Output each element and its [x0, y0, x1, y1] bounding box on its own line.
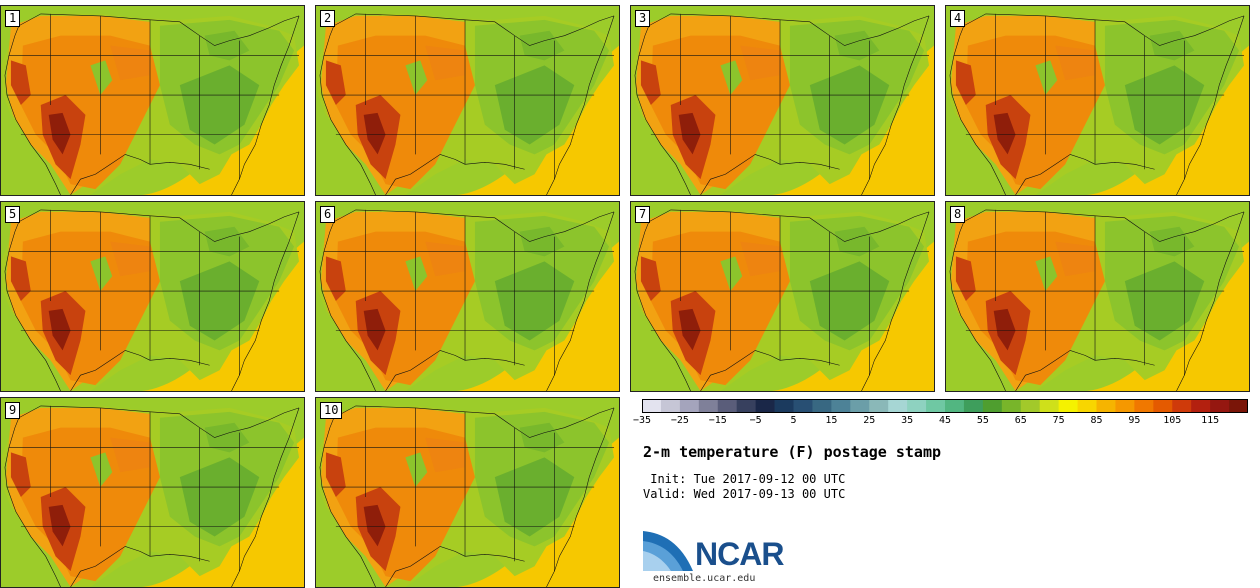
colorbar-bin	[1001, 399, 1022, 413]
temperature-map	[1, 398, 304, 587]
member-number: 4	[950, 10, 966, 27]
temperature-map	[1, 202, 304, 391]
member-number: 9	[5, 402, 21, 419]
member-number: 1	[5, 10, 21, 27]
colorbar-bin	[1191, 399, 1211, 413]
colorbar-tick-label: 105	[1163, 415, 1182, 426]
member-number: 6	[320, 206, 336, 223]
colorbar-bin	[774, 399, 794, 413]
colorbar-bin	[642, 399, 662, 413]
member-number: 2	[320, 10, 336, 27]
temperature-map	[631, 6, 934, 195]
ensemble-member-1[interactable]: 1	[0, 5, 305, 196]
colorbar-bin	[888, 399, 908, 413]
ensemble-member-6[interactable]: 6	[315, 201, 620, 392]
colorbar-tick-label: 75	[1052, 415, 1065, 426]
colorbar-tick-label: 35	[901, 415, 914, 426]
chart-title: 2-m temperature (F) postage stamp	[643, 443, 942, 461]
colorbar-bin	[1020, 399, 1041, 413]
colorbar-bin	[736, 399, 757, 413]
ncar-swoosh-icon	[643, 531, 693, 571]
ensemble-member-9[interactable]: 9	[0, 397, 305, 588]
colorbar-tick-label: 55	[976, 415, 989, 426]
colorbar-bin	[1115, 399, 1135, 413]
ncar-logo[interactable]: NCAR ensemble.ucar.edu	[643, 531, 803, 588]
colorbar-tick-label: 65	[1014, 415, 1027, 426]
colorbar-tick-label: 115	[1201, 415, 1220, 426]
colorbar-tick-label: −15	[708, 415, 727, 426]
colorbar-bin	[963, 399, 984, 413]
colorbar-bin	[1058, 399, 1078, 413]
ensemble-member-5[interactable]: 5	[0, 201, 305, 392]
colorbar-bin	[982, 399, 1003, 413]
colorbar-tick-label: 5	[790, 415, 797, 426]
colorbar-tick-labels: −35 −25 −15 −5 5 15 25 35 45 55 65 75 85 95 105 115	[633, 415, 1248, 429]
colorbar-tick-label: 25	[863, 415, 876, 426]
colorbar-bin	[831, 399, 851, 413]
ensemble-member-3[interactable]: 3	[630, 5, 935, 196]
colorbar-bin	[1134, 399, 1154, 413]
colorbar-bin	[660, 399, 681, 413]
colorbar-bin	[1039, 399, 1060, 413]
colorbar-bin	[850, 399, 870, 413]
colorbar-bin	[907, 399, 927, 413]
colorbar-tick-label: −35	[632, 415, 652, 426]
init-time: Init: Tue 2017-09-12 00 UTC	[643, 472, 846, 486]
colorbar-bin	[1077, 399, 1097, 413]
colorbar-frame	[642, 399, 1248, 413]
colorbar-bin	[1153, 399, 1173, 413]
colorbar-bin	[1172, 399, 1192, 413]
colorbar	[642, 399, 1248, 413]
colorbar-bin	[812, 399, 832, 413]
temperature-map	[316, 6, 619, 195]
colorbar-bin	[717, 399, 738, 413]
colorbar-bin	[679, 399, 700, 413]
colorbar-bin	[926, 399, 946, 413]
colorbar-tick-label: 85	[1090, 415, 1103, 426]
colorbar-tick-label: 45	[938, 415, 952, 426]
member-number: 8	[950, 206, 966, 223]
colorbar-tick-label: 95	[1128, 415, 1141, 426]
temperature-map	[316, 202, 619, 391]
logo-url: ensemble.ucar.edu	[653, 573, 756, 584]
temperature-map	[946, 6, 1249, 195]
ensemble-member-4[interactable]: 4	[945, 5, 1250, 196]
temperature-map	[1, 6, 304, 195]
ensemble-member-2[interactable]: 2	[315, 5, 620, 196]
colorbar-bin	[755, 399, 775, 413]
colorbar-bin	[869, 399, 889, 413]
colorbar-bin	[945, 399, 965, 413]
colorbar-tick-label: −25	[670, 415, 689, 426]
colorbar-tick-label: −5	[749, 415, 762, 426]
ensemble-member-8[interactable]: 8	[945, 201, 1250, 392]
logo-wordmark: NCAR	[695, 536, 784, 572]
valid-time: Valid: Wed 2017-09-13 00 UTC	[643, 487, 846, 501]
colorbar-tick-label: 15	[825, 415, 838, 426]
colorbar-bin	[1210, 399, 1230, 413]
ensemble-member-10[interactable]: 10	[315, 397, 620, 588]
ensemble-member-7[interactable]: 7	[630, 201, 935, 392]
colorbar-bin	[1096, 399, 1116, 413]
temperature-map	[946, 202, 1249, 391]
colorbar-bin	[1229, 399, 1248, 413]
member-number: 10	[320, 402, 343, 419]
temperature-map	[316, 398, 619, 587]
member-number: 5	[5, 206, 21, 223]
colorbar-bin	[793, 399, 813, 413]
temperature-map	[631, 202, 934, 391]
colorbar-bin	[698, 399, 719, 413]
member-number: 7	[635, 206, 651, 223]
member-number: 3	[635, 10, 651, 27]
